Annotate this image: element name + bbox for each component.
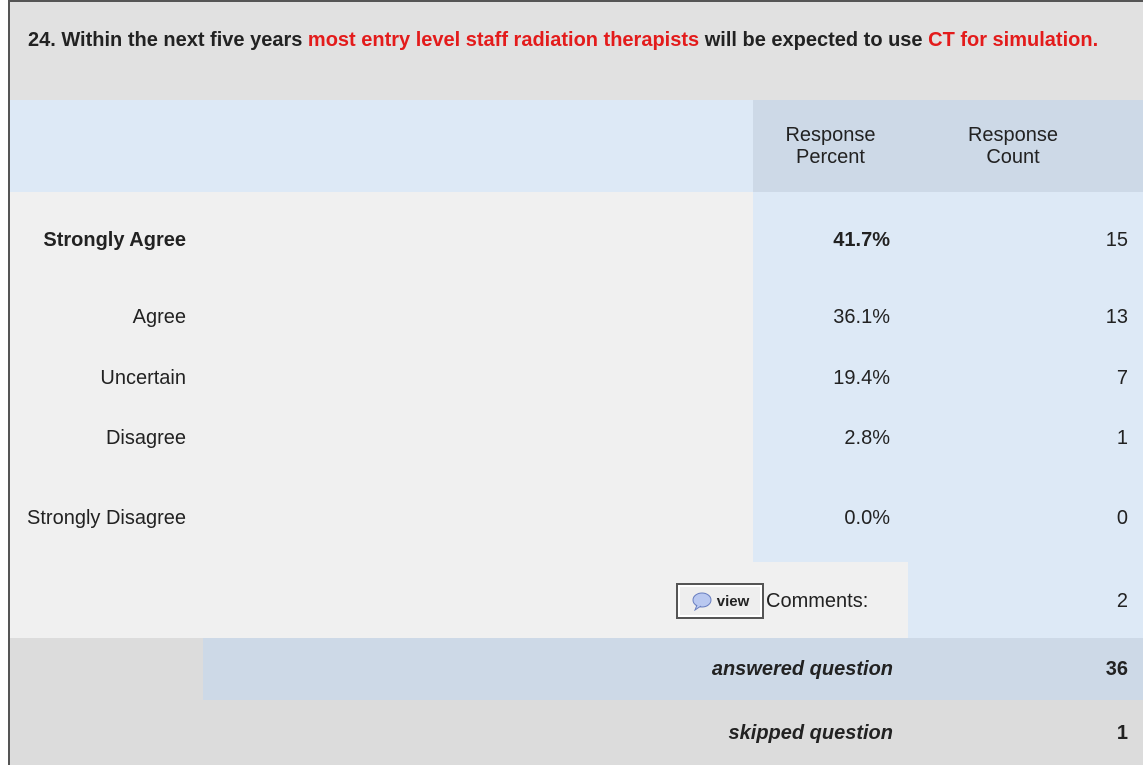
title-segment: most entry level staff radiation therapi… [307,29,700,51]
row-label: Agree [132,306,186,328]
answered-bg [10,638,203,700]
skipped-label: skipped question [728,721,893,744]
row-percent: 41.7% [833,229,890,251]
answered-label: answered question [711,658,893,680]
rows-bg [753,192,1143,562]
view-button[interactable]: view [676,583,764,619]
comments-label: Comments: [766,590,869,612]
view-button-text: view [716,592,750,610]
row-percent: 36.1% [833,306,890,328]
rows-bg [10,192,753,562]
header-count-text: Response Count [967,124,1059,168]
row-label: Strongly Disagree [27,507,186,529]
header-bg [10,100,753,192]
title-segment: CT for simulation. [928,29,1099,51]
row-count: 13 [1105,306,1128,328]
row-count: 15 [1105,229,1128,251]
row-label: Uncertain [100,367,186,389]
row-label: Strongly Agree [43,229,186,251]
comment-icon [692,592,712,611]
comments-bg [908,562,1143,638]
header-bg [753,100,1143,192]
frame [8,0,1143,765]
row-percent: 0.0% [844,507,890,529]
skipped-bg [10,700,1143,765]
row-percent: 2.8% [844,427,890,449]
header-percent: Response Percent [785,124,876,168]
title-segment: 24. Within the next five years [28,29,308,51]
skipped-count: 1 [1116,721,1128,744]
row-count: 0 [1116,507,1128,529]
row-percent: 19.4% [833,367,890,389]
row-count: 7 [1116,367,1128,389]
answered-count: 36 [1105,658,1128,680]
row-count: 1 [1116,427,1128,449]
header-count: Response Count [908,100,1143,192]
answered-bg [203,638,1143,700]
question-title: 24. Within the next five years most entr… [10,2,1143,100]
comments-count: 2 [1116,590,1128,612]
title-segment: will be expected to use [699,29,929,51]
row-label: Disagree [105,427,186,449]
